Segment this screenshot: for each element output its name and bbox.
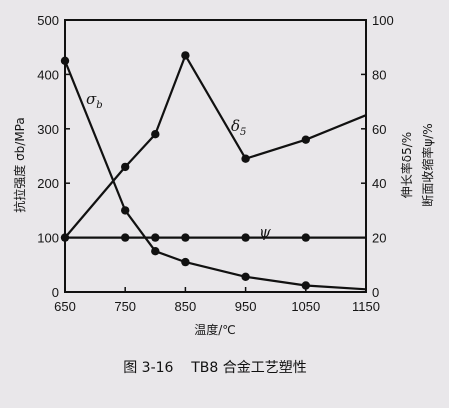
y-right-tick-label: 20 <box>372 231 386 246</box>
series-label-delta-5: δ5 <box>231 117 246 138</box>
y-right-tick-label: 0 <box>372 285 379 300</box>
x-axis-title: 温度/℃ <box>194 322 236 337</box>
data-point <box>181 51 190 60</box>
data-point <box>301 135 310 144</box>
data-point <box>121 233 130 242</box>
series-label-sigma-b: σb <box>86 90 103 111</box>
data-point <box>181 257 190 267</box>
series-points <box>60 51 310 290</box>
y-right-axis-title-2: 断面收缩率ψ/% <box>420 123 435 206</box>
x-tick-label: 1150 <box>352 299 380 314</box>
data-point <box>181 233 190 242</box>
x-tick-label: 850 <box>175 299 197 314</box>
y-left-tick-label: 400 <box>37 67 59 82</box>
series-line-1 <box>63 60 367 291</box>
y-left-axis-ticks: 0 100 200 300 400 500 <box>37 13 70 300</box>
y-left-tick-label: 500 <box>37 13 59 28</box>
data-point <box>241 233 250 242</box>
plot-frame <box>64 19 367 293</box>
data-point <box>121 206 130 215</box>
data-point <box>121 162 130 172</box>
data-point <box>241 154 250 163</box>
x-tick-label: 650 <box>54 299 76 314</box>
y-left-tick-label: 0 <box>52 285 59 300</box>
data-point <box>60 56 70 65</box>
data-point <box>241 272 250 281</box>
figure-caption: 图 3-16 TB8 合金工艺塑性 <box>123 360 307 376</box>
series-lines <box>63 54 367 291</box>
series-line-2 <box>64 54 367 239</box>
data-point <box>60 233 70 242</box>
y-right-tick-label: 80 <box>372 67 386 82</box>
data-point <box>151 130 160 139</box>
y-right-tick-label: 100 <box>372 13 394 28</box>
y-right-axis-ticks: 0 20 40 60 80 100 <box>361 13 394 300</box>
x-tick-label: 1050 <box>291 299 320 314</box>
x-axis-ticks: 650 750 850 950 1050 1150 <box>54 287 380 314</box>
data-point <box>151 233 160 242</box>
data-point <box>301 233 310 242</box>
y-left-axis-title: 抗拉强度 σb/MPa <box>12 117 27 213</box>
y-right-axis-title-1: 伸长率δ5/% <box>399 132 414 198</box>
x-tick-label: 950 <box>235 299 257 314</box>
y-left-tick-label: 100 <box>37 231 59 246</box>
y-left-tick-label: 200 <box>37 176 59 191</box>
y-right-tick-label: 40 <box>372 176 386 191</box>
y-right-tick-label: 60 <box>372 122 386 137</box>
y-left-tick-label: 300 <box>37 122 59 137</box>
data-point <box>301 281 310 290</box>
data-point <box>151 247 160 256</box>
series-label-psi: ψ <box>259 223 271 241</box>
x-tick-label: 750 <box>114 299 136 314</box>
